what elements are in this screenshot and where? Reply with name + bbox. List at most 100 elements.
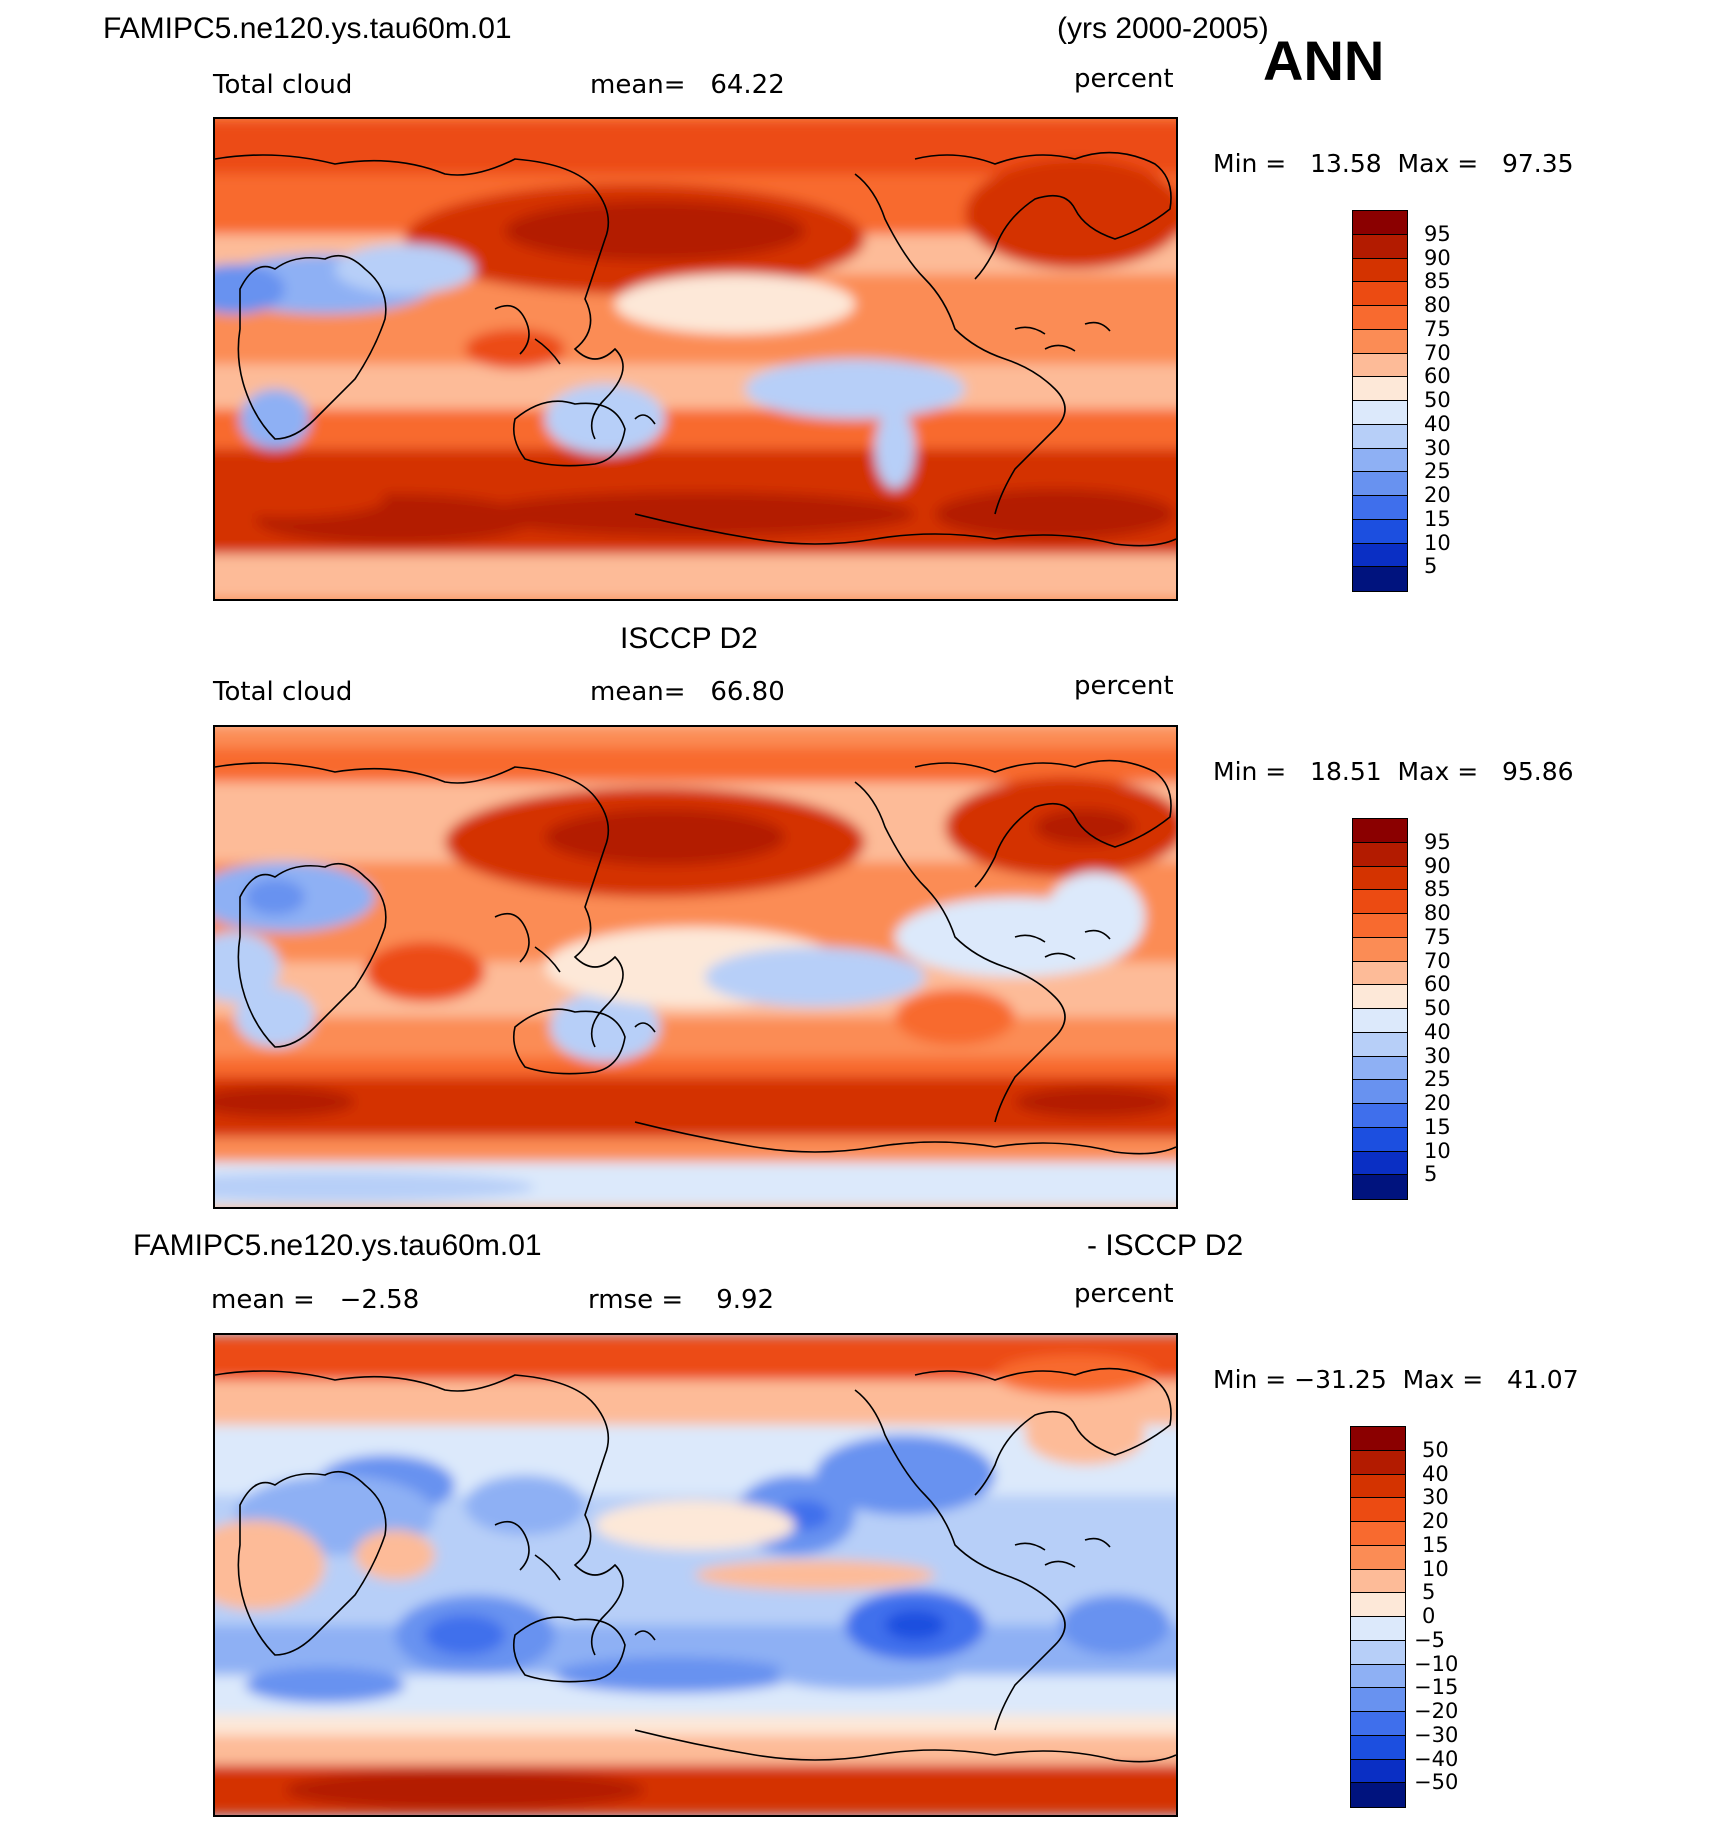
coastline: [1014, 1537, 1111, 1568]
colorbar-tick-label: 85: [1424, 269, 1451, 294]
coastline: [215, 762, 624, 1048]
colorbar-swatch: [1353, 1175, 1407, 1199]
colorbar-swatch: [1353, 1009, 1407, 1033]
map-blob: [875, 409, 915, 489]
map-blob: [545, 384, 665, 454]
colorbar-swatch: [1351, 1545, 1405, 1570]
colorbar-swatch: [1353, 1151, 1407, 1176]
colorbar-tick-label: 80: [1424, 901, 1451, 925]
colorbar-swatch: [1351, 1569, 1405, 1594]
colorbar-swatch: [1353, 866, 1407, 891]
map-blob: [895, 989, 1015, 1045]
colorbar-swatch: [1353, 819, 1407, 843]
map-blob: [215, 264, 285, 314]
panel2-units: percent: [1074, 671, 1174, 701]
map-band: [215, 1715, 1176, 1735]
map-blob: [615, 274, 855, 334]
colorbar-swatch: [1353, 1032, 1407, 1057]
panel3-mean: mean = −2.58: [211, 1285, 420, 1315]
colorbar-swatch: [1353, 258, 1407, 283]
coastline: [237, 254, 387, 440]
colorbar-swatch: [1351, 1664, 1405, 1689]
colorbar-tick-label: 85: [1424, 877, 1451, 902]
colorbar-swatch: [1353, 234, 1407, 259]
panel3-map: [213, 1333, 1178, 1817]
map-blob: [550, 992, 660, 1062]
colorbar-swatch: [1353, 496, 1407, 520]
coastline: [914, 1367, 1172, 1496]
colorbar-tick-label: 80: [1424, 293, 1451, 317]
colorbar-tick-label: 25: [1424, 1067, 1451, 1092]
colorbar-swatch: [1351, 1640, 1405, 1665]
map-band: [215, 1057, 1176, 1077]
panel1-units: percent: [1074, 64, 1174, 94]
map-band: [215, 364, 1176, 409]
coastline: [237, 1470, 387, 1656]
colorbar-swatch: [1353, 985, 1407, 1009]
colorbar-swatch: [1351, 1712, 1405, 1736]
colorbar-tick-label: 15: [1424, 506, 1451, 531]
colorbar-tick-label: 90: [1424, 853, 1451, 878]
map-blob: [505, 201, 805, 261]
colorbar-tick-label: 15: [1424, 1114, 1451, 1139]
map-band: [215, 1077, 1176, 1137]
map-blob: [965, 159, 1176, 269]
colorbar-swatch: [1351, 1522, 1405, 1546]
coastline: [512, 400, 626, 467]
colorbar-tick-label: 5: [1424, 1162, 1438, 1187]
map-blob: [695, 1560, 935, 1590]
colorbar-tick-label: 0: [1422, 1604, 1436, 1628]
colorbar-tick-label: 15: [1422, 1532, 1449, 1557]
colorbar-swatch: [1353, 842, 1407, 867]
map-blob: [1045, 872, 1145, 962]
map-blob: [705, 947, 925, 1007]
colorbar-tick-label: 70: [1424, 948, 1451, 973]
map-band: [215, 554, 1176, 599]
coastline: [854, 1389, 1066, 1731]
colorbar-tick-label: −20: [1414, 1699, 1459, 1723]
panel2-mean: mean= 66.80: [590, 677, 785, 707]
colorbar-tick-label: 40: [1424, 411, 1451, 436]
map-blob: [245, 1667, 405, 1703]
map-blob: [215, 1087, 355, 1117]
colorbar-swatch: [1353, 890, 1407, 914]
colorbar-swatch: [1351, 1427, 1405, 1451]
colorbar-swatch: [1353, 914, 1407, 938]
coastline: [215, 1370, 624, 1656]
panel2-minmax: Min = 18.51 Max = 95.86: [1213, 757, 1574, 786]
colorbar-swatch: [1351, 1450, 1405, 1475]
coastline: [512, 1008, 626, 1075]
map-blob: [885, 1610, 945, 1640]
map-blob: [1015, 1087, 1175, 1117]
colorbar-swatch: [1353, 961, 1407, 986]
colorbar-tick-label: 75: [1424, 924, 1451, 949]
colorbar-tick-label: 50: [1424, 388, 1451, 412]
colorbar-swatch: [1351, 1474, 1405, 1499]
panel1-variable: Total cloud: [213, 70, 353, 100]
panel3-units: percent: [1074, 1279, 1174, 1309]
coastline: [634, 1729, 1176, 1763]
panel2-variable: Total cloud: [213, 677, 353, 707]
panel2-map: [213, 725, 1178, 1209]
map-blob: [215, 932, 280, 1002]
colorbar-swatch: [1353, 353, 1407, 378]
colorbar-swatch: [1353, 519, 1407, 544]
colorbar-tick-label: −10: [1414, 1651, 1459, 1676]
years-label: (yrs 2000-2005): [1057, 12, 1269, 45]
colorbar-swatch: [1353, 306, 1407, 330]
colorbar-swatch: [1351, 1735, 1405, 1760]
colorbar-tick-label: 10: [1424, 530, 1451, 555]
season-label: ANN: [1263, 29, 1385, 92]
colorbar-tick-label: 20: [1424, 483, 1451, 507]
map-blob: [465, 329, 565, 369]
colorbar-tick-label: −15: [1414, 1675, 1459, 1700]
colorbar-tick-label: 10: [1422, 1556, 1449, 1581]
coastline: [237, 862, 387, 1048]
map-blob: [545, 809, 785, 865]
colorbar-swatch: [1353, 282, 1407, 306]
map-blob: [555, 1657, 795, 1693]
panel2-colorbar: [1352, 818, 1408, 1200]
colorbar-tick-label: 25: [1424, 459, 1451, 484]
panel3-rmse: rmse = 9.92: [588, 1285, 775, 1315]
map-blob: [745, 359, 965, 419]
